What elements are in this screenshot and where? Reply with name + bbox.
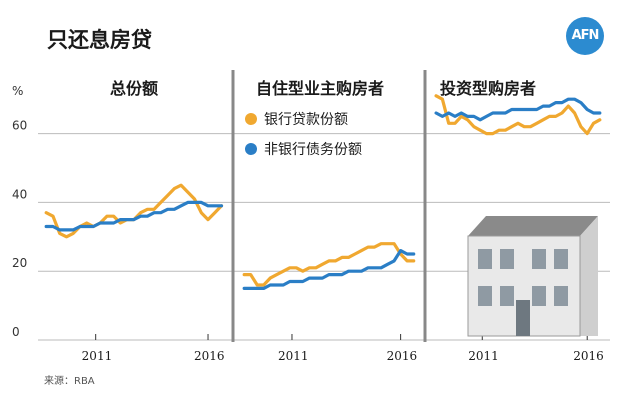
series-line-bank xyxy=(434,94,602,136)
series-line-bank xyxy=(242,242,416,287)
x-tick-label: 2011 xyxy=(82,349,113,363)
house-illustration xyxy=(467,216,598,337)
x-tick-label: 2011 xyxy=(278,349,309,363)
panel-title: 投资型购房者 xyxy=(440,79,536,98)
x-tick-label: 2016 xyxy=(194,349,225,363)
series-line-nonbank xyxy=(44,200,224,232)
y-unit-label: % xyxy=(12,84,23,98)
afn-logo: AFN xyxy=(566,17,604,55)
y-tick-layer: 0 20 40 60% xyxy=(12,84,27,339)
x-tick-label: 2011 xyxy=(468,349,499,363)
y-tick-label: 40 xyxy=(12,187,27,201)
y-tick-label: 0 xyxy=(12,325,20,339)
x-tick-label: 2016 xyxy=(573,349,604,363)
panel-3: 投资型购房者 2011 2016 xyxy=(434,79,604,363)
legend-label-bank: 银行贷款份额 xyxy=(264,112,348,128)
panel-1: 总份额 2011 2016 xyxy=(44,79,225,363)
legend-label-nonbank: 非银行债务份额 xyxy=(264,142,362,158)
chart-title: 只还息房贷 xyxy=(47,28,152,52)
legend-marker-bank xyxy=(245,113,257,125)
grid-layer xyxy=(38,70,610,342)
panel-title: 总份额 xyxy=(110,79,158,98)
panel-title: 自住型业主购房者 xyxy=(256,79,384,98)
y-tick-label: 60 xyxy=(12,119,27,133)
series-line-nonbank xyxy=(434,97,602,122)
legend-marker-nonbank xyxy=(245,143,257,155)
series-line-nonbank xyxy=(242,249,416,290)
y-tick-label: 20 xyxy=(12,256,27,270)
source-note: 来源：RBA xyxy=(44,376,95,387)
x-tick-label: 2016 xyxy=(387,349,418,363)
panel-2: 自住型业主购房者 2011 2016 xyxy=(242,79,418,363)
panel-layer: 总份额 2011 2016 自住型业主购房者 2011 2016 投资型购房者 2011 201… xyxy=(44,79,604,363)
